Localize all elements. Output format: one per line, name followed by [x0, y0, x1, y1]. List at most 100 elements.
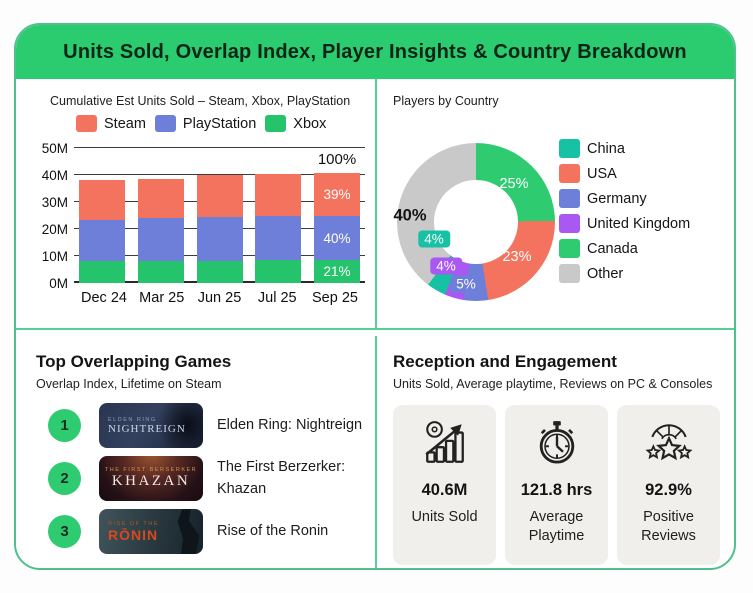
legend-label: PlayStation — [182, 115, 257, 132]
stat-label: Positive Reviews — [641, 508, 696, 545]
bar-segment — [79, 219, 125, 262]
stat-label: Units Sold — [411, 508, 478, 525]
stat-card: 121.8 hrs Average Playtime — [505, 404, 608, 565]
bar-segment — [255, 260, 302, 283]
x-tick-label: Sep 25 — [312, 290, 358, 306]
bar-chart-title: Cumulative Est Units Sold – Steam, Xbox,… — [50, 94, 351, 108]
stats-section-title: Reception and Engagement — [393, 351, 617, 371]
legend-swatch — [76, 115, 97, 132]
bar-segment-label: 40% — [323, 230, 351, 246]
game-row: 1 ELDEN RING NIGHTREIGN Elden Ring: Nightre… — [36, 403, 365, 449]
stat-value: 40.6M — [421, 480, 468, 499]
game-thumb-tagline: ELDEN RING — [108, 416, 157, 423]
bar-segment — [137, 218, 184, 262]
legend-label: Other — [587, 265, 624, 282]
bar-y-axis: 0M 10M 20M 30M 40M 50M — [34, 141, 74, 291]
bar-segment — [255, 174, 302, 217]
game-thumbnail: THE FIRST BERSERKER KHAZAN — [99, 456, 203, 501]
donut-slice-label: 23% — [502, 249, 532, 265]
x-tick-label: Jun 25 — [197, 290, 242, 306]
games-section-subtitle: Overlap Index, Lifetime on Steam — [36, 376, 222, 391]
y-tick-label: 10M — [41, 249, 68, 264]
donut-slice-label: 4% — [430, 257, 462, 275]
bar-segment — [137, 261, 184, 283]
legend-item: USA — [559, 164, 690, 183]
bar-chart: 0M 10M 20M 30M 40M 50M 21% 40% 39% 100% — [34, 141, 369, 291]
game-thumb-logo: NIGHTREIGN — [108, 422, 186, 435]
legend-item: Xbox — [265, 115, 326, 132]
bar-segment — [196, 216, 243, 261]
bar-growth-icon — [393, 417, 496, 469]
stat-value: 121.8 hrs — [520, 480, 593, 499]
bar-segment: 21% — [314, 260, 360, 283]
game-list: 1 ELDEN RING NIGHTREIGN Elden Ring: Nightre… — [36, 403, 365, 555]
legend-item: China — [559, 139, 690, 158]
game-thumb-tagline: RISE OF THE — [108, 520, 159, 527]
game-thumbnail: ELDEN RING NIGHTREIGN — [99, 403, 203, 448]
units-sold-chart-section: Cumulative Est Units Sold – Steam, Xbox,… — [16, 79, 377, 330]
bar-segment — [255, 216, 302, 261]
y-tick-label: 0M — [49, 276, 68, 291]
rank-badge: 1 — [48, 409, 81, 442]
gridline — [74, 174, 365, 175]
bar-group — [196, 175, 243, 283]
bar-group: 21% 40% 39% 100% — [314, 151, 360, 283]
bar-segment: 40% — [314, 216, 360, 261]
stat-card: 92.9% Positive Reviews — [617, 404, 720, 565]
donut-legend: China USA Germany United Kingdom Canada Other — [559, 139, 690, 289]
bar-group — [137, 179, 184, 283]
legend-swatch — [559, 264, 580, 283]
game-thumbnail: RISE OF THE RŌNIN — [99, 509, 203, 554]
game-thumb-logo: KHAZAN — [111, 473, 191, 489]
reception-engagement-section: Reception and Engagement Units Sold, Ave… — [377, 336, 734, 569]
bar-group — [79, 180, 125, 283]
bar-total-label: 100% — [317, 151, 357, 169]
stat-label: Average Playtime — [528, 508, 585, 545]
donut-chart: 25% 23% 5% 4% 4% 40% — [393, 143, 555, 301]
game-thumb-tagline: THE FIRST BERSERKER — [104, 467, 198, 473]
donut-hole — [434, 180, 518, 264]
legend-label: Xbox — [293, 115, 327, 132]
legend-swatch — [154, 115, 176, 132]
bar-groups: 21% 40% 39% 100% — [76, 148, 363, 283]
legend-item: United Kingdom — [559, 214, 690, 233]
bar-plot: 21% 40% 39% 100% — [74, 147, 365, 283]
bar-segment — [196, 260, 243, 283]
legend-item: Other — [559, 264, 690, 283]
bar-group — [255, 174, 302, 283]
legend-label: Germany — [587, 190, 647, 207]
legend-label: Canada — [587, 240, 638, 257]
stopwatch-icon — [505, 417, 608, 469]
y-tick-label: 20M — [41, 222, 68, 237]
y-tick-label: 30M — [41, 195, 68, 210]
bar-segment-label: 39% — [323, 187, 351, 203]
stats-section-subtitle: Units Sold, Average playtime, Reviews on… — [393, 376, 713, 391]
legend-label: China — [587, 140, 625, 157]
rank-badge: 2 — [48, 462, 81, 495]
top-overlapping-games-section: Top Overlapping Games Overlap Index, Lif… — [16, 335, 377, 568]
legend-swatch — [559, 239, 580, 258]
infographic-card: Units Sold, Overlap Index, Player Insigh… — [14, 23, 736, 570]
legend-label: Steam — [104, 115, 146, 132]
players-by-country-section: Players by Country 25% 23% 5% 4% 4% 40% China… — [377, 79, 734, 330]
x-tick-label: Mar 25 — [139, 290, 185, 306]
y-tick-label: 50M — [41, 141, 68, 156]
legend-label: USA — [587, 165, 617, 182]
game-row: 3 RISE OF THE RŌNIN Rise of the Ronin — [36, 509, 365, 555]
donut-slice-label: 25% — [499, 176, 529, 192]
legend-swatch — [559, 189, 580, 208]
legend-swatch — [559, 164, 580, 183]
rank-badge: 3 — [48, 515, 81, 548]
y-tick-label: 40M — [41, 168, 68, 183]
donut-slice-label: 4% — [418, 230, 450, 248]
donut-chart-title: Players by Country — [393, 94, 499, 108]
star-rating-icon — [617, 417, 720, 469]
legend-item: Steam — [76, 115, 146, 132]
bar-segment — [137, 179, 184, 219]
stat-card-row: 40.6M Units Sold 121.8 hrs Average Playtim… — [393, 404, 724, 565]
page-title: Units Sold, Overlap Index, Player Insigh… — [63, 40, 687, 63]
bar-segment-label: 21% — [323, 264, 351, 280]
bar-segment — [79, 261, 125, 283]
quadrant-grid: Cumulative Est Units Sold – Steam, Xbox,… — [16, 79, 734, 569]
card-header: Units Sold, Overlap Index, Player Insigh… — [16, 25, 734, 79]
